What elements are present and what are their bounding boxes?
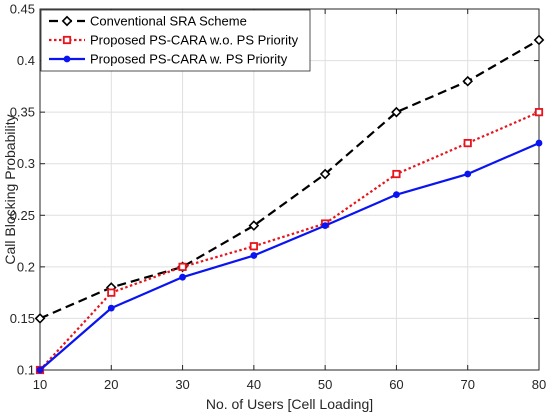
y-tick-label: 0.3 [17, 156, 35, 171]
data-point [464, 170, 472, 178]
axis-ticks: 10 20 30 40 50 60 70 80 0.1 0.15 0.2 0.25 0.3 0.35 0.4… [10, 2, 547, 393]
legend-swatch-marker [61, 15, 73, 27]
x-tick-label: 60 [389, 377, 403, 392]
series-line [39, 38, 540, 320]
legend-box [40, 9, 311, 72]
series-line [39, 142, 540, 371]
x-tick-label: 80 [532, 377, 546, 392]
series-line [39, 111, 540, 371]
legend-swatch-marker [63, 55, 71, 63]
data-point [248, 220, 260, 231]
x-tick-label: 70 [460, 377, 474, 392]
data-point [535, 139, 543, 147]
data-point [463, 138, 472, 148]
y-axis-label: Call Blocking Probability [2, 114, 18, 264]
y-tick-label: 0.4 [17, 53, 35, 68]
data-point [392, 169, 401, 179]
x-tick-label: 40 [247, 377, 261, 392]
data-point [107, 288, 116, 297]
y-tick-label: 0.2 [17, 259, 35, 274]
data-point [179, 273, 186, 281]
data-point [34, 313, 46, 324]
data-point [391, 106, 402, 118]
legend: Conventional SRA Scheme Proposed PS-CARA … [40, 9, 311, 72]
legend-swatch-marker [62, 35, 72, 45]
data-point [319, 168, 331, 180]
x-tick-label: 30 [175, 377, 189, 392]
y-tick-label: 0.15 [10, 311, 35, 326]
x-tick-label: 20 [104, 377, 118, 392]
series-3 [36, 139, 543, 374]
data-point [533, 34, 545, 46]
series-group [34, 34, 545, 375]
y-tick-label: 0.1 [17, 363, 35, 378]
x-tick-label: 10 [33, 377, 47, 392]
axes-frame [39, 8, 540, 371]
legend-entry-label: Proposed PS-CARA w.o. PS Priority [90, 33, 299, 48]
x-tick-label: 50 [318, 377, 332, 392]
legend-entry-label: Conventional SRA Scheme [90, 14, 247, 29]
data-point [534, 108, 544, 117]
data-point [178, 262, 187, 271]
data-point [107, 304, 115, 312]
data-point [462, 75, 474, 87]
data-point [250, 252, 258, 259]
legend-entry-label: Proposed PS-CARA w. PS Priority [90, 52, 288, 67]
data-point [36, 366, 44, 374]
data-point [249, 242, 258, 251]
y-tick-label: 0.25 [10, 208, 35, 223]
data-point [393, 191, 400, 199]
y-tick-label: 0.35 [10, 105, 35, 120]
y-tick-label: 0.45 [10, 2, 35, 17]
data-point [321, 222, 329, 230]
x-axis-label: No. of Users [Cell Loading] [206, 396, 373, 412]
